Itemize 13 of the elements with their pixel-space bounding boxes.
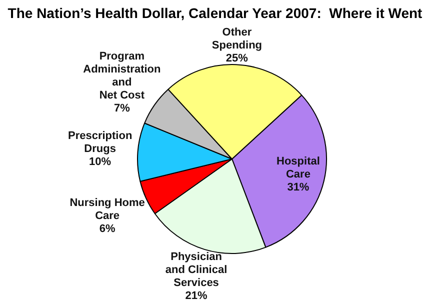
slice-label: Program Administration and Net Cost: [83, 50, 162, 102]
data-label: 21%: [185, 290, 208, 302]
slice-label: Other Spending: [212, 26, 262, 52]
data-label: 7%: [114, 102, 130, 114]
slice-label: Nursing Home Care: [70, 196, 145, 222]
data-label: 6%: [99, 222, 116, 235]
chart-title: The Nation’s Health Dollar, Calendar Year 2007: Where it Went: [8, 4, 423, 21]
data-label: 10%: [89, 156, 112, 168]
slice-label: Physician and Clinical Services: [165, 251, 228, 290]
slice-label: Hospital Care: [276, 156, 320, 181]
slice-label: Prescription Drugs: [68, 130, 132, 156]
data-label: 31%: [287, 182, 310, 194]
data-label: 25%: [226, 52, 248, 65]
